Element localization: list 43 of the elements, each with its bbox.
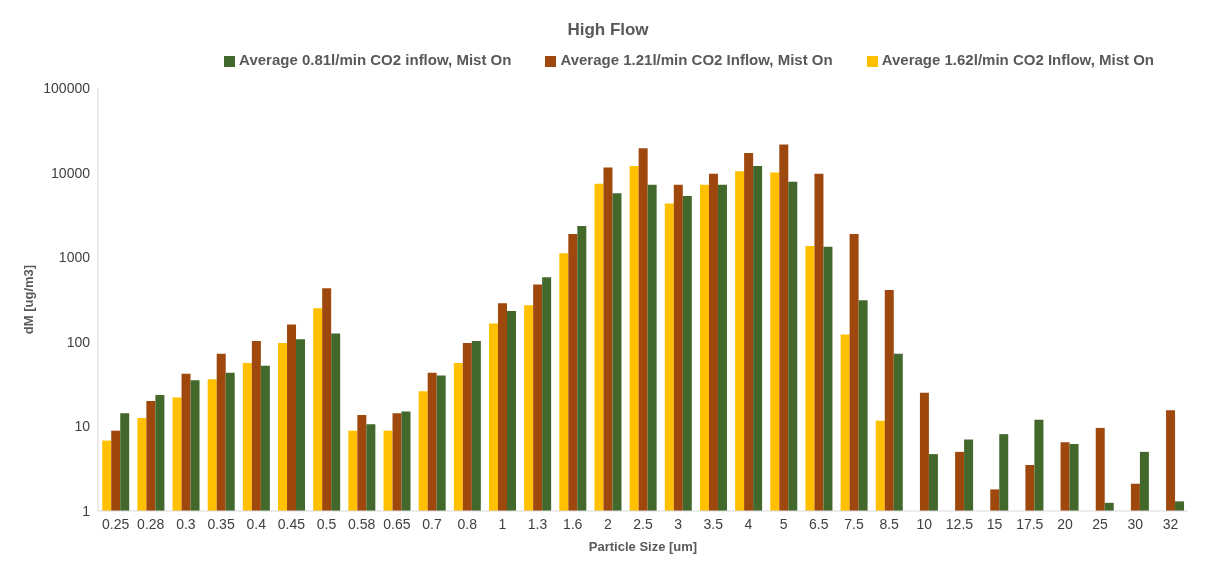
x-tick-label: 0.28 — [137, 515, 165, 532]
legend-label: Average 1.21l/min CO2 Inflow, Mist On — [560, 51, 833, 68]
x-tick-label: 3.5 — [703, 515, 724, 532]
y-tick-label: 10000 — [51, 164, 91, 181]
x-tick-label: 30 — [1127, 515, 1144, 532]
x-tick-label: 17.5 — [1016, 515, 1044, 532]
chart-title: High Flow — [566, 19, 650, 41]
x-axis-title: Particle Size [um] — [588, 539, 698, 554]
x-tick-label: 6.5 — [809, 515, 829, 532]
y-tick-label: 100 — [66, 333, 91, 350]
x-tick-label: 0.5 — [316, 515, 337, 532]
x-tick-label: 7.5 — [844, 515, 864, 532]
x-tick-label: 0.8 — [457, 515, 478, 532]
legend-label: Average 1.62l/min CO2 Inflow, Mist On — [881, 51, 1154, 68]
x-tick-label: 12.5 — [945, 515, 974, 532]
x-tick-label: 5 — [779, 515, 788, 532]
x-tick-label: 10 — [916, 515, 933, 532]
x-tick-label: 2.5 — [633, 515, 653, 532]
legend-label: Average 0.81l/min CO2 inflow, Mist On — [239, 51, 512, 68]
x-tick-label: 0.45 — [277, 515, 306, 532]
x-tick-label: 1.6 — [562, 515, 583, 532]
x-tick-label: 0.25 — [101, 515, 130, 532]
y-tick-label: 10 — [74, 418, 91, 435]
x-tick-label: 25 — [1092, 515, 1109, 532]
x-tick-label: 8.5 — [879, 515, 900, 532]
y-tick-label: 100000 — [43, 79, 91, 96]
x-tick-label: 4 — [744, 515, 753, 532]
x-tick-label: 32 — [1162, 515, 1179, 532]
x-tick-label: 0.65 — [383, 515, 411, 532]
x-tick-label: 1.3 — [527, 515, 548, 532]
x-tick-label: 3 — [674, 515, 683, 532]
y-tick-label: 1 — [82, 502, 91, 519]
x-tick-label: 0.3 — [176, 515, 196, 532]
x-tick-label: 1 — [498, 515, 507, 532]
x-tick-label: 15 — [986, 515, 1003, 532]
x-tick-label: 0.7 — [422, 515, 442, 532]
y-tick-label: 1000 — [58, 249, 91, 266]
x-tick-label: 0.35 — [207, 515, 235, 532]
x-tick-label: 20 — [1057, 515, 1073, 532]
y-axis-title: dM [ug/m3] — [20, 264, 36, 335]
x-tick-label: 0.58 — [348, 515, 376, 532]
x-tick-label: 2 — [603, 515, 612, 532]
x-tick-label: 0.4 — [246, 515, 267, 532]
